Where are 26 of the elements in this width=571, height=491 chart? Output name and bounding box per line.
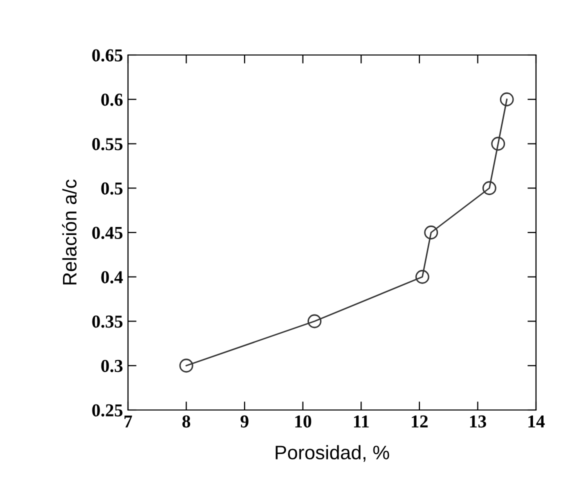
y-tick-label: 0.3 <box>101 360 123 372</box>
point <box>491 136 506 151</box>
y-axis-title: Relación a/c <box>62 180 77 284</box>
y-tick-label: 0.65 <box>92 49 122 62</box>
y-tick-label: 0.6 <box>101 94 123 106</box>
y-tick-label: 0.25 <box>92 404 122 417</box>
y-tick-label: 0.35 <box>92 316 122 328</box>
x-tick-label: 13 <box>470 415 486 428</box>
point <box>424 226 438 240</box>
point <box>482 181 496 196</box>
x-tick-label: 11 <box>354 415 369 428</box>
y-tick-label: 0.5 <box>101 182 122 195</box>
point <box>308 314 322 328</box>
x-axis-title: Porosidad, % <box>276 445 390 462</box>
point <box>415 270 430 284</box>
x-tick-label: 14 <box>528 415 545 428</box>
x-tick-label: 12 <box>412 415 428 428</box>
x-tick-label: 8 <box>182 415 190 428</box>
y-tick-label: 0.45 <box>92 226 122 240</box>
point <box>179 358 194 373</box>
x-tick-label: 10 <box>295 415 312 428</box>
point <box>500 92 514 106</box>
x-tick-label: 9 <box>240 415 248 428</box>
y-tick-label: 0.4 <box>101 271 123 284</box>
y-tick-label: 0.55 <box>92 138 122 150</box>
x-tick-label: 7 <box>124 416 132 428</box>
